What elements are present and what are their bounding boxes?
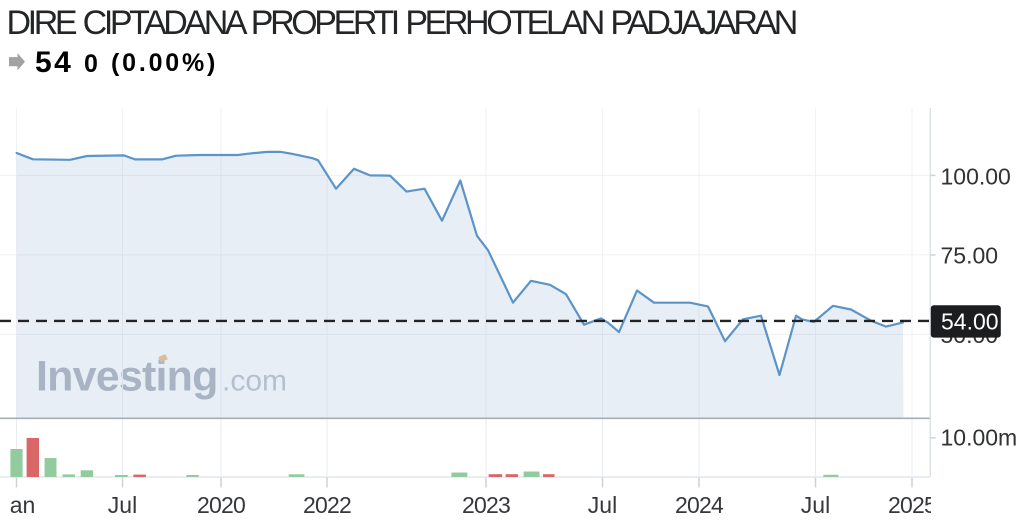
svg-text:2024: 2024: [675, 492, 724, 518]
svg-text:2023: 2023: [462, 492, 510, 518]
svg-text:Jul: Jul: [108, 492, 137, 518]
svg-text:2022: 2022: [303, 492, 351, 518]
svg-text:54.00: 54.00: [941, 309, 999, 335]
svg-text:Jul: Jul: [588, 492, 617, 518]
svg-text:Investing: Investing: [36, 352, 218, 400]
svg-text:10.00m: 10.00m: [941, 425, 1018, 451]
svg-text:an: an: [10, 492, 36, 518]
svg-text:.com: .com: [222, 364, 287, 397]
svg-text:100.00: 100.00: [941, 164, 1011, 190]
svg-text:2020: 2020: [197, 492, 245, 518]
svg-text:Jul: Jul: [801, 492, 830, 518]
svg-text:75.00: 75.00: [941, 242, 999, 268]
svg-text:2025: 2025: [888, 492, 936, 518]
